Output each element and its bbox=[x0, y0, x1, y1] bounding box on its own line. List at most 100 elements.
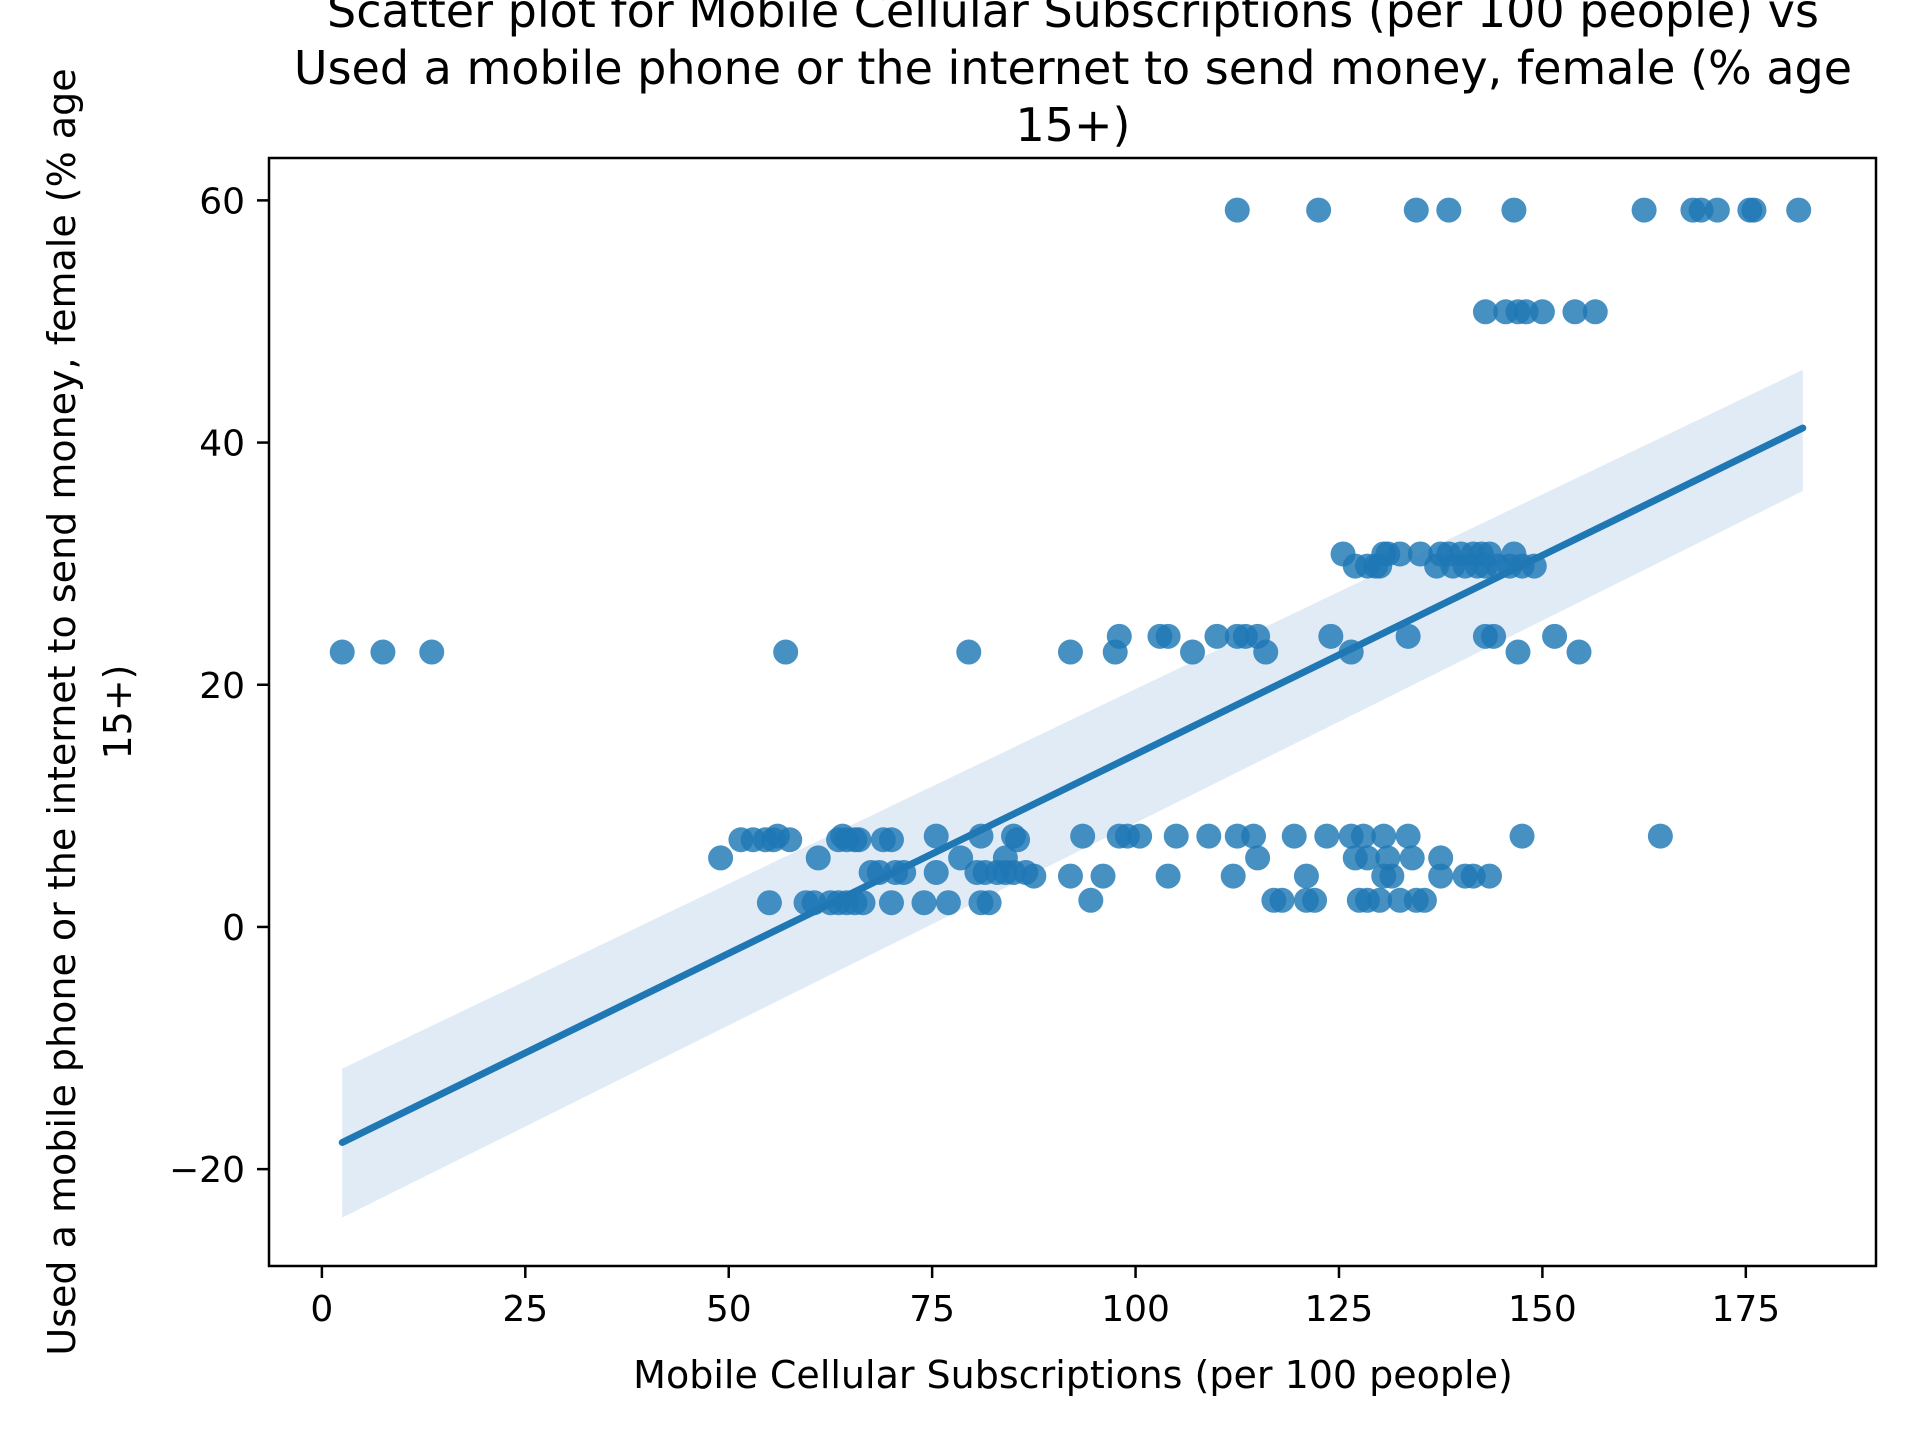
data-point bbox=[923, 859, 949, 885]
chart-title-line-3: 15+) bbox=[1015, 98, 1130, 152]
data-point bbox=[1127, 823, 1153, 849]
y-axis-label-line-2: 15+) bbox=[96, 664, 140, 759]
data-point bbox=[1281, 823, 1307, 849]
data-point bbox=[1224, 197, 1250, 223]
data-point bbox=[956, 639, 982, 665]
x-tick-label: 50 bbox=[706, 1289, 752, 1330]
x-tick-label: 25 bbox=[502, 1289, 548, 1330]
confidence-band bbox=[342, 369, 1803, 1218]
data-point bbox=[708, 845, 734, 871]
y-tick-label: −20 bbox=[169, 1150, 245, 1191]
data-point bbox=[1155, 623, 1181, 649]
data-point bbox=[1350, 823, 1376, 849]
data-point bbox=[773, 639, 799, 665]
data-point bbox=[850, 890, 876, 916]
chart-title-line-2: Used a mobile phone or the internet to s… bbox=[294, 41, 1852, 95]
data-point bbox=[1403, 197, 1429, 223]
data-point bbox=[805, 845, 831, 871]
y-axis-label: Used a mobile phone or the internet to s… bbox=[40, 68, 140, 1355]
data-point bbox=[1354, 845, 1380, 871]
data-point bbox=[1204, 623, 1230, 649]
data-point bbox=[1293, 863, 1319, 889]
data-point bbox=[1245, 845, 1271, 871]
data-point bbox=[1542, 623, 1568, 649]
data-point bbox=[1005, 827, 1031, 853]
data-point bbox=[419, 639, 445, 665]
data-point bbox=[1155, 863, 1181, 889]
data-point bbox=[923, 823, 949, 849]
y-axis-label-line-1: Used a mobile phone or the internet to s… bbox=[40, 68, 84, 1355]
x-tick-label: 75 bbox=[909, 1289, 955, 1330]
data-point bbox=[777, 827, 803, 853]
data-point bbox=[1399, 845, 1425, 871]
data-point bbox=[1245, 623, 1271, 649]
data-point bbox=[1631, 197, 1657, 223]
data-point bbox=[1786, 197, 1812, 223]
data-point bbox=[1566, 639, 1592, 665]
x-tick-label: 175 bbox=[1711, 1289, 1780, 1330]
y-axis: −20 0 20 40 60 bbox=[169, 181, 269, 1191]
x-tick-label: 125 bbox=[1305, 1289, 1374, 1330]
data-point bbox=[1647, 823, 1673, 849]
data-point bbox=[756, 890, 782, 916]
data-point bbox=[1220, 863, 1246, 889]
data-point bbox=[878, 827, 904, 853]
data-point bbox=[1070, 823, 1096, 849]
data-point bbox=[1395, 623, 1421, 649]
data-point bbox=[1501, 197, 1527, 223]
data-point bbox=[1196, 823, 1222, 849]
data-point bbox=[1505, 639, 1531, 665]
data-point bbox=[1472, 299, 1498, 325]
data-point bbox=[1741, 197, 1767, 223]
data-point bbox=[1314, 823, 1340, 849]
y-tick-label: 20 bbox=[199, 666, 245, 707]
data-point bbox=[878, 890, 904, 916]
data-point bbox=[935, 890, 961, 916]
chart-title-line-1: Scatter plot for Mobile Cellular Subscri… bbox=[327, 0, 1819, 38]
plot-area bbox=[329, 197, 1812, 1218]
data-point bbox=[1509, 823, 1535, 849]
data-point bbox=[1411, 887, 1437, 913]
data-point bbox=[1057, 863, 1083, 889]
x-tick-label: 0 bbox=[310, 1289, 333, 1330]
data-point bbox=[1090, 863, 1116, 889]
y-tick-label: 40 bbox=[199, 424, 245, 465]
data-point bbox=[976, 890, 1002, 916]
data-point bbox=[1057, 639, 1083, 665]
data-point bbox=[1582, 299, 1608, 325]
regression-line bbox=[338, 424, 1807, 1146]
chart-title: Scatter plot for Mobile Cellular Subscri… bbox=[294, 0, 1852, 152]
data-point bbox=[1395, 823, 1421, 849]
data-point bbox=[846, 827, 872, 853]
data-point bbox=[1269, 887, 1295, 913]
data-point bbox=[1371, 823, 1397, 849]
data-point bbox=[329, 639, 355, 665]
data-point bbox=[948, 845, 974, 871]
data-point bbox=[1367, 887, 1393, 913]
data-point bbox=[1078, 887, 1104, 913]
data-point bbox=[1318, 623, 1344, 649]
x-tick-label: 100 bbox=[1101, 1289, 1170, 1330]
data-point bbox=[1428, 863, 1454, 889]
data-point bbox=[1387, 541, 1413, 567]
y-tick-label: 0 bbox=[222, 908, 245, 949]
plot-frame bbox=[267, 156, 1878, 1268]
data-point bbox=[1163, 823, 1189, 849]
y-tick-label: 60 bbox=[199, 181, 245, 222]
x-axis-label: Mobile Cellular Subscriptions (per 100 p… bbox=[633, 1353, 1513, 1397]
data-point bbox=[1704, 197, 1730, 223]
data-point bbox=[1106, 623, 1132, 649]
data-point bbox=[1379, 863, 1405, 889]
data-point bbox=[1306, 197, 1332, 223]
x-axis: 0 25 50 75 100 125 150 175 bbox=[310, 1266, 1780, 1330]
data-point bbox=[1477, 863, 1503, 889]
data-point bbox=[1436, 197, 1462, 223]
data-point bbox=[1428, 845, 1454, 871]
data-point bbox=[370, 639, 396, 665]
data-point bbox=[1302, 887, 1328, 913]
data-point bbox=[1529, 299, 1555, 325]
data-point bbox=[1241, 823, 1267, 849]
data-points bbox=[329, 197, 1812, 916]
